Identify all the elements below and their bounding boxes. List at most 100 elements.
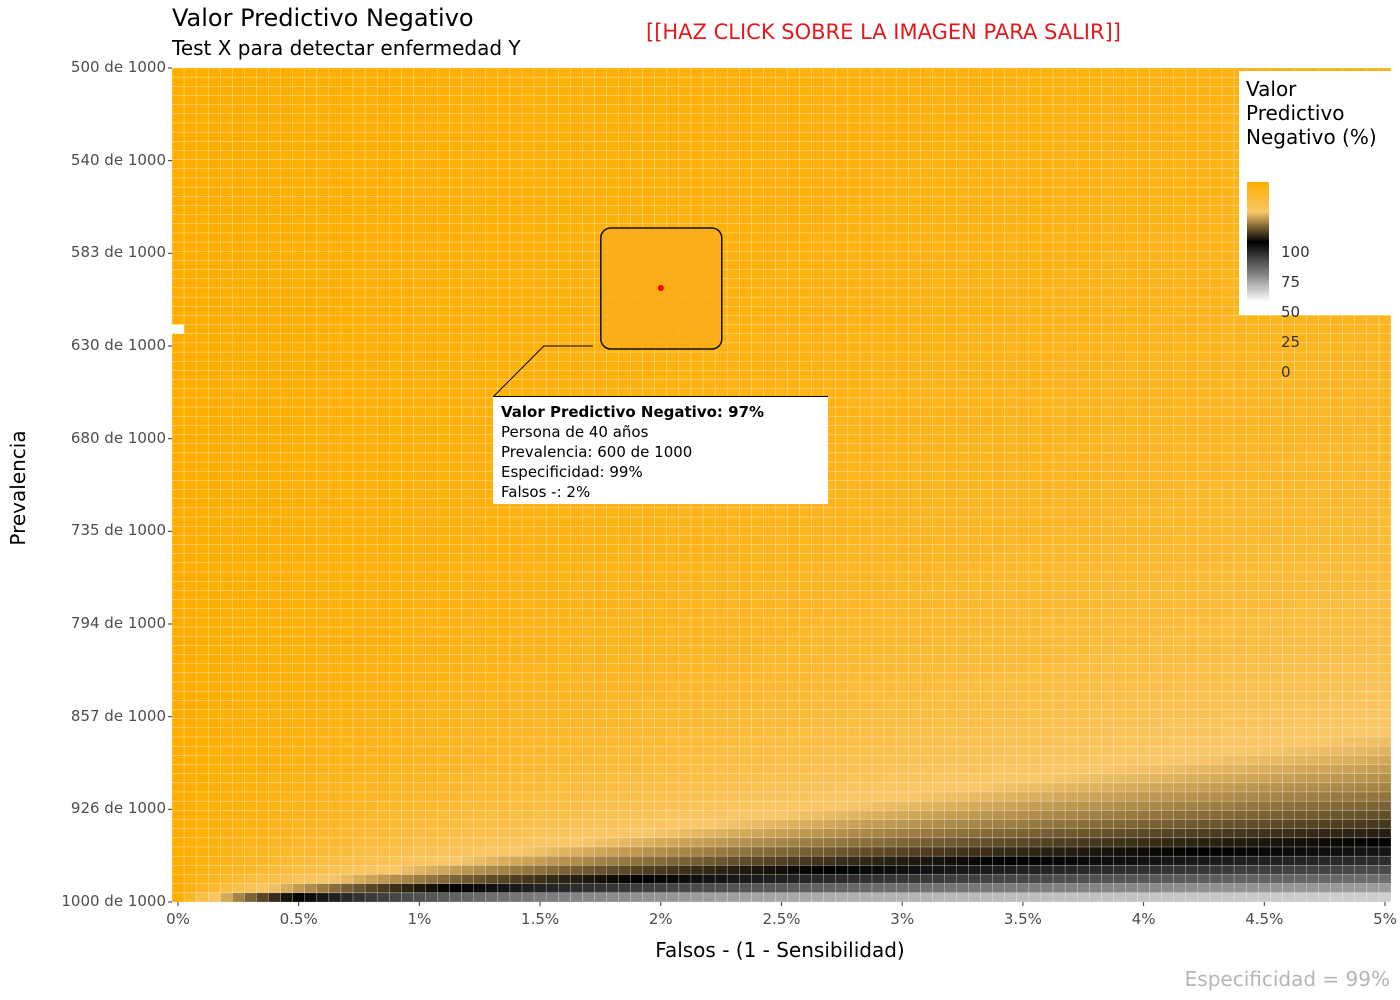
heatmap-cell xyxy=(1149,361,1162,371)
heatmap-cell xyxy=(220,122,233,133)
heatmap-cell xyxy=(171,141,185,151)
heatmap-cell xyxy=(582,333,595,344)
heatmap-cell xyxy=(847,324,861,335)
heatmap-cell xyxy=(1052,397,1066,408)
heatmap-cell xyxy=(183,315,197,325)
heatmap-cell xyxy=(292,113,306,124)
heatmap-cell xyxy=(907,480,921,490)
heatmap-cell xyxy=(859,388,873,399)
heatmap-cell xyxy=(847,489,861,500)
heatmap-cell xyxy=(630,214,643,225)
heatmap-cell xyxy=(268,278,281,289)
heatmap-cell xyxy=(726,196,740,206)
heatmap-cell xyxy=(485,278,499,289)
heatmap-cell xyxy=(171,498,185,509)
heatmap-cell xyxy=(1282,471,1295,481)
heatmap-cell xyxy=(1125,416,1138,426)
heatmap-cell xyxy=(1052,104,1066,115)
heatmap-cell xyxy=(1076,287,1090,298)
heatmap-cell xyxy=(1173,361,1187,371)
heatmap-cell xyxy=(582,223,595,234)
heatmap-cell xyxy=(907,95,921,105)
heatmap-cell xyxy=(1076,223,1090,234)
heatmap-cell xyxy=(1137,425,1150,435)
heatmap-cell xyxy=(1089,168,1102,179)
heatmap-cell xyxy=(570,223,583,234)
heatmap-cell xyxy=(618,150,631,160)
heatmap-cell xyxy=(449,379,462,390)
heatmap-cell xyxy=(980,196,993,206)
heatmap-cell xyxy=(1076,168,1090,179)
heatmap-cell xyxy=(268,214,281,225)
heatmap-cell xyxy=(763,507,776,518)
heatmap-cell xyxy=(425,159,438,170)
heatmap-cell xyxy=(1113,306,1126,316)
heatmap-cell xyxy=(244,333,257,344)
heatmap-cell xyxy=(895,416,909,426)
heatmap-cell xyxy=(461,150,475,160)
heatmap-cell xyxy=(268,443,281,454)
heatmap-cell xyxy=(401,269,414,280)
heatmap-cell xyxy=(280,95,293,105)
heatmap-cell xyxy=(956,223,969,234)
heatmap-cell xyxy=(220,351,233,362)
heatmap-cell xyxy=(207,406,221,417)
heatmap-cell xyxy=(340,370,354,380)
heatmap-cell xyxy=(823,296,837,307)
heatmap-cell xyxy=(932,67,945,78)
heatmap-cell xyxy=(570,333,583,344)
heatmap-cell xyxy=(497,150,511,160)
heatmap-cell xyxy=(413,269,426,280)
heatmap-cell xyxy=(521,351,535,362)
heatmap-cell xyxy=(437,168,450,179)
heatmap-cell xyxy=(799,315,812,325)
heatmap-cell xyxy=(618,76,631,87)
heatmap-cell xyxy=(316,461,330,472)
heatmap-cell xyxy=(1149,397,1162,408)
heatmap-cell xyxy=(1378,379,1392,390)
heatmap-cell xyxy=(690,361,704,371)
heatmap-cell xyxy=(256,480,269,490)
heatmap-cell xyxy=(907,196,921,206)
heatmap-cell xyxy=(195,168,209,179)
heatmap-cell xyxy=(461,434,475,445)
heatmap-cell xyxy=(1064,498,1078,509)
heatmap-cell xyxy=(340,507,354,518)
heatmap-cell xyxy=(1185,324,1199,335)
heatmap-cell xyxy=(726,168,740,179)
heatmap-cell xyxy=(1040,186,1054,197)
heatmap-cell xyxy=(376,177,390,188)
heatmap-cell xyxy=(280,232,293,243)
heatmap-cell xyxy=(968,260,981,270)
heatmap-cell xyxy=(1016,86,1030,96)
heatmap-cell xyxy=(171,260,185,270)
heatmap-cell xyxy=(944,214,957,225)
heatmap-cell xyxy=(521,287,535,298)
heatmap-cell xyxy=(992,351,1006,362)
heatmap-cell xyxy=(268,489,281,500)
heatmap-cell xyxy=(1004,232,1018,243)
heatmap-cell xyxy=(389,443,402,454)
heatmap-cell xyxy=(1354,416,1368,426)
heatmap-cell xyxy=(1028,113,1042,124)
heatmap-cell xyxy=(207,296,221,307)
heatmap-cell xyxy=(1125,461,1138,472)
heatmap-cell xyxy=(461,361,475,371)
heatmap-cell xyxy=(473,269,487,280)
heatmap-cell xyxy=(268,361,281,371)
heatmap-cell xyxy=(171,461,185,472)
heatmap-cell xyxy=(292,260,306,270)
heatmap-cell xyxy=(256,434,269,445)
heatmap-cell xyxy=(244,131,257,142)
heatmap-cell xyxy=(232,241,245,252)
heatmap-cell xyxy=(739,113,752,124)
heatmap-cell xyxy=(835,397,849,408)
heatmap-cell xyxy=(835,269,849,280)
heatmap-cell xyxy=(1125,205,1138,215)
heatmap-cell xyxy=(1233,397,1247,408)
heatmap-cell xyxy=(364,434,378,445)
heatmap-cell xyxy=(280,177,293,188)
heatmap-cell xyxy=(413,397,426,408)
